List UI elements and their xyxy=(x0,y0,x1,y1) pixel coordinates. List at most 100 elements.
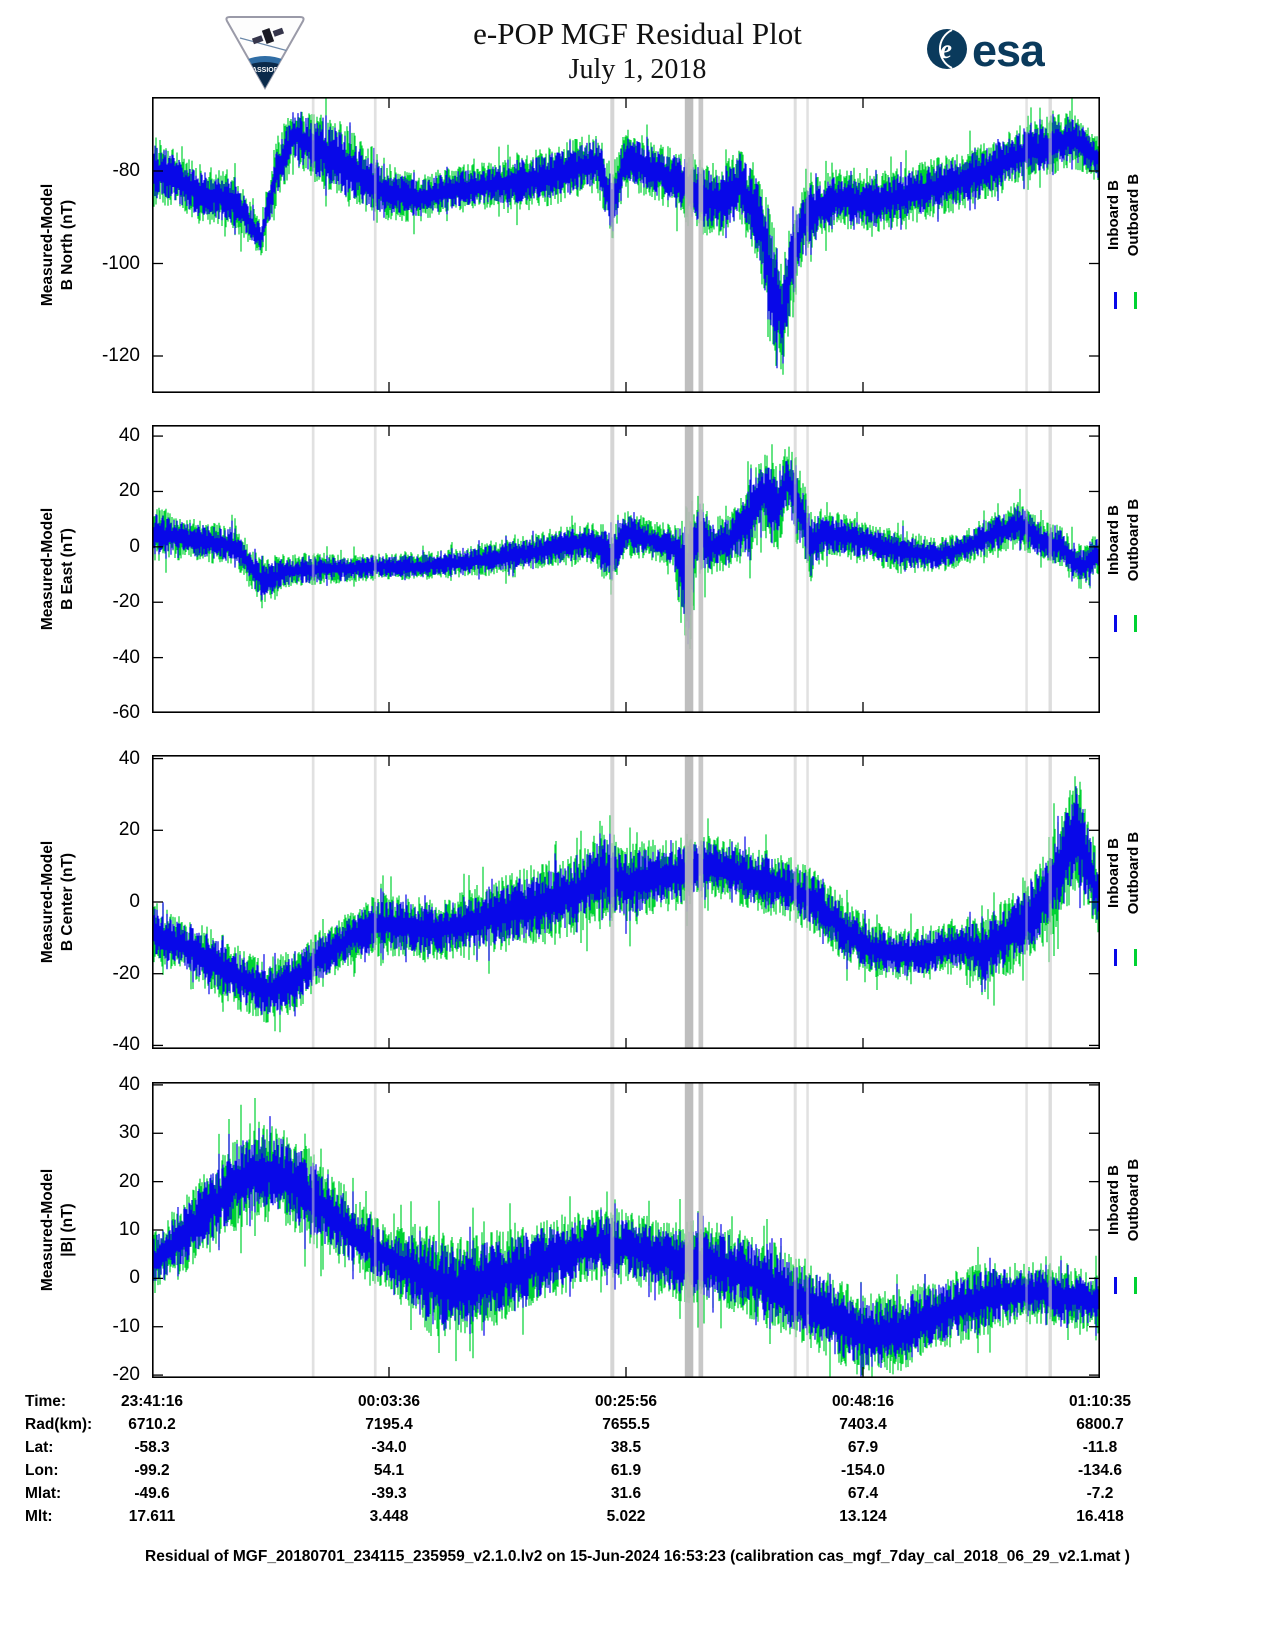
y-axis-label-line2: B North (nT) xyxy=(59,199,76,291)
data-gap-band xyxy=(1025,425,1028,713)
mission-patch-outline xyxy=(225,16,305,91)
table-cell: -39.3 xyxy=(371,1485,407,1502)
legend-inboard-label: Inboard B xyxy=(1105,1165,1122,1236)
table-row-label: Lat: xyxy=(25,1439,54,1456)
data-gap-band xyxy=(311,755,315,1049)
inboard-b-trace xyxy=(152,460,1100,645)
y-tick-label: 40 xyxy=(118,1073,140,1095)
data-gap-band xyxy=(311,425,315,713)
y-axis-label: Measured-Model B East (nT) xyxy=(38,425,78,713)
figure-title: e-POP MGF Residual Plot xyxy=(473,16,802,51)
data-gap-band xyxy=(1025,97,1028,393)
y-tick-label: -60 xyxy=(112,702,140,723)
inboard-b-trace xyxy=(152,1116,1100,1378)
table-cell: -34.0 xyxy=(371,1439,407,1456)
data-gap-band xyxy=(1048,425,1052,713)
table-cell: 13.124 xyxy=(839,1508,887,1525)
table-row-label: Mlat: xyxy=(25,1485,62,1502)
legend-outboard-sample xyxy=(1134,615,1137,632)
y-tick-label: -20 xyxy=(112,591,140,613)
legend-inboard-label: Inboard B xyxy=(1105,837,1122,908)
y-axis-label: Measured-Model B Center (nT) xyxy=(38,755,78,1049)
data-gap-band xyxy=(806,425,809,713)
y-tick-label: -20 xyxy=(112,962,140,984)
y-tick-label: -80 xyxy=(112,160,140,181)
satellite-icon xyxy=(251,27,285,45)
data-gap-band xyxy=(698,97,704,393)
panel-plot-b-mag xyxy=(152,1082,1100,1378)
panel-b-north: -80 -100 -120 Measured-Model B North (nT) Inb… xyxy=(0,97,1275,393)
data-gap-band xyxy=(684,97,694,393)
table-row-label: Time: xyxy=(25,1393,67,1410)
data-gap-band xyxy=(806,755,809,1049)
legend-outboard-label: Outboard B xyxy=(1125,498,1142,582)
table-cell: 67.9 xyxy=(847,1439,879,1456)
data-gap-band xyxy=(373,1082,377,1378)
cassiope-mission-logo: CASSIOPE xyxy=(225,16,305,91)
table-cell: 6710.2 xyxy=(128,1416,176,1433)
y-tick-label: -40 xyxy=(112,1034,140,1056)
legend-outboard-label: Outboard B xyxy=(1125,831,1142,914)
esa-globe-letter: e xyxy=(940,34,952,64)
legend-series-labels: Inboard B Outboard B xyxy=(1104,455,1144,625)
panel-plot-b-north xyxy=(152,97,1100,393)
table-cell: 38.5 xyxy=(610,1439,642,1456)
data-gap-band xyxy=(311,1082,315,1378)
panel-frame xyxy=(152,97,1100,393)
legend-outboard-sample xyxy=(1134,949,1137,966)
table-cell: 3.448 xyxy=(369,1508,409,1525)
legend-outboard-sample xyxy=(1134,292,1137,309)
table-cell: 7403.4 xyxy=(839,1416,887,1433)
table-cell: -7.2 xyxy=(1086,1485,1114,1502)
y-tick-label: -20 xyxy=(112,1364,140,1386)
data-gap-band xyxy=(1048,97,1052,393)
data-gap-band xyxy=(610,755,615,1049)
y-tick-label: 20 xyxy=(118,480,140,502)
legend-inboard-label: Inboard B xyxy=(1105,505,1122,576)
data-gap-band xyxy=(793,755,797,1049)
data-gap-band xyxy=(684,1082,694,1378)
y-tick-label: 30 xyxy=(118,1122,140,1144)
y-axis-label-line2: B East (nT) xyxy=(59,528,76,610)
y-tick-label: 0 xyxy=(129,535,140,557)
legend-outboard-label: Outboard B xyxy=(1125,174,1142,257)
esa-wordmark: esa xyxy=(972,25,1045,76)
panel-b-east: 40 20 0 -20 -40 -60 Measured-Model B East (nT) I… xyxy=(0,425,1275,723)
figure-date: July 1, 2018 xyxy=(568,54,707,85)
legend-outboard-label: Outboard B xyxy=(1125,1159,1142,1242)
panel-b-center: 40 20 0 -20 -40 Measured-Model B Center (nT) In… xyxy=(0,748,1275,1056)
table-cell: -134.6 xyxy=(1078,1462,1122,1479)
y-tick-label: -120 xyxy=(101,345,140,366)
inboard-b-trace xyxy=(152,111,1100,369)
legend-inboard-sample xyxy=(1114,615,1117,632)
table-row-label: Lon: xyxy=(25,1462,59,1479)
legend-inboard-sample xyxy=(1114,949,1117,966)
data-gap-band xyxy=(1048,755,1052,1049)
data-gap-band xyxy=(684,755,694,1049)
legend-series-labels: Inboard B Outboard B xyxy=(1104,130,1144,300)
y-axis-label-line1: Measured-Model xyxy=(39,840,56,964)
table-cell: 67.4 xyxy=(847,1485,879,1502)
table-row-label: Rad(km): xyxy=(25,1416,93,1433)
esa-globe-meridian xyxy=(939,29,953,69)
legend-series-labels: Inboard B Outboard B xyxy=(1104,788,1144,958)
data-gap-band xyxy=(1025,755,1028,1049)
y-axis-label-line1: Measured-Model xyxy=(39,183,56,307)
y-axis-label-line2: B Center (nT) xyxy=(59,852,76,952)
table-row-label: Mlt: xyxy=(25,1508,53,1525)
data-gap-band xyxy=(793,425,797,713)
y-tick-label: -100 xyxy=(101,252,140,274)
panel-plot-b-center xyxy=(152,755,1100,1049)
table-cell: -99.2 xyxy=(134,1462,170,1479)
y-axis-label-line1: Measured-Model xyxy=(39,507,56,631)
table-cell: 6800.7 xyxy=(1076,1416,1124,1433)
data-gap-band xyxy=(793,1082,797,1378)
legend-inboard-sample xyxy=(1114,1277,1117,1294)
table-cell: -154.0 xyxy=(841,1462,885,1479)
footer-note: Residual of MGF_20180701_234115_235959_v… xyxy=(145,1548,1130,1565)
data-gap-band xyxy=(373,97,377,393)
data-gap-band xyxy=(610,1082,615,1378)
table-cell: 16.418 xyxy=(1076,1508,1124,1525)
legend-series-labels: Inboard B Outboard B xyxy=(1104,1115,1144,1285)
